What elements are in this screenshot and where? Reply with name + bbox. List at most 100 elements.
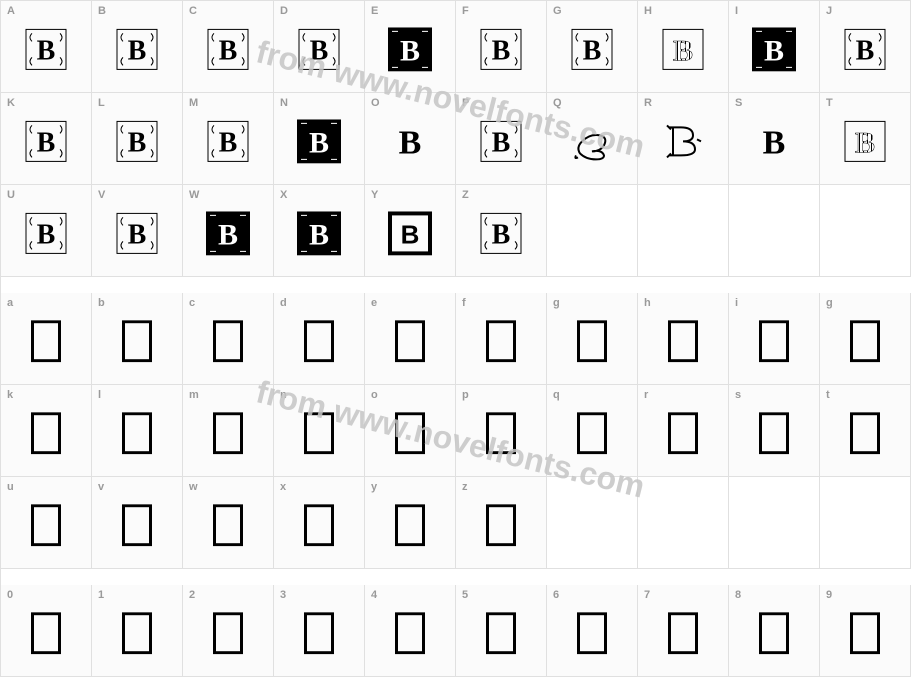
glyph-cell: 8	[729, 585, 820, 677]
glyph-cell: 3	[274, 585, 365, 677]
glyph-icon	[122, 504, 152, 551]
cell-label: g	[826, 297, 833, 309]
glyph-cell	[820, 477, 911, 569]
cell-label: f	[462, 297, 466, 309]
svg-text:B: B	[219, 35, 238, 66]
svg-text:B: B	[856, 35, 875, 66]
glyph-cell: BB	[92, 1, 183, 93]
glyph-cell: i	[729, 293, 820, 385]
glyph-cell: 4	[365, 585, 456, 677]
cell-label: 0	[7, 589, 13, 601]
cell-label: 1	[98, 589, 104, 601]
glyph-cell: XB	[274, 185, 365, 277]
cell-label: x	[280, 481, 286, 493]
svg-text:B: B	[583, 35, 602, 66]
glyph-cell: TB	[820, 93, 911, 185]
cell-label: y	[371, 481, 377, 493]
glyph-cell: n	[274, 385, 365, 477]
glyph-icon	[213, 504, 243, 551]
glyph-icon: B	[479, 27, 523, 76]
glyph-icon	[850, 612, 880, 659]
cell-label: B	[98, 5, 106, 17]
glyph-cell: HB	[638, 1, 729, 93]
glyph-cell: IB	[729, 1, 820, 93]
cell-label: t	[826, 389, 830, 401]
cell-label: o	[371, 389, 378, 401]
glyph-cell: k	[1, 385, 92, 477]
cell-label: S	[735, 97, 742, 109]
cell-label: 4	[371, 589, 377, 601]
svg-text:B: B	[399, 124, 422, 161]
cell-label: v	[98, 481, 104, 493]
glyph-cell: x	[274, 477, 365, 569]
glyph-icon	[759, 412, 789, 459]
glyph-cell: JB	[820, 1, 911, 93]
svg-text:B: B	[37, 219, 56, 250]
cell-label: p	[462, 389, 469, 401]
glyph-cell: AB	[1, 1, 92, 93]
svg-text:B: B	[310, 35, 329, 66]
glyph-icon	[759, 612, 789, 659]
cell-label: T	[826, 97, 833, 109]
svg-text:B: B	[309, 218, 329, 251]
glyph-icon	[486, 612, 516, 659]
svg-text:B: B	[128, 127, 147, 158]
glyph-cell: t	[820, 385, 911, 477]
svg-text:B: B	[400, 34, 420, 67]
svg-text:B: B	[37, 35, 56, 66]
cell-label: P	[462, 97, 469, 109]
glyph-cell: f	[456, 293, 547, 385]
glyph-cell: g	[547, 293, 638, 385]
glyph-cell: FB	[456, 1, 547, 93]
glyph-icon	[577, 412, 607, 459]
glyph-cell	[729, 477, 820, 569]
glyph-icon	[31, 612, 61, 659]
glyph-icon	[122, 412, 152, 459]
glyph-icon: B	[752, 119, 796, 168]
glyph-icon: B	[843, 119, 887, 168]
svg-text:B: B	[128, 219, 147, 250]
glyph-cell: YB	[365, 185, 456, 277]
row-gap	[1, 277, 911, 293]
glyph-cell	[729, 185, 820, 277]
cell-label: N	[280, 97, 288, 109]
cell-label: O	[371, 97, 380, 109]
glyph-icon: B	[206, 27, 250, 76]
glyph-cell: CB	[183, 1, 274, 93]
glyph-cell: 2	[183, 585, 274, 677]
cell-label: I	[735, 5, 738, 17]
glyph-cell: DB	[274, 1, 365, 93]
glyph-cell: a	[1, 293, 92, 385]
glyph-icon	[395, 504, 425, 551]
cell-label: d	[280, 297, 287, 309]
glyph-cell: MB	[183, 93, 274, 185]
glyph-cell: ZB	[456, 185, 547, 277]
cell-label: X	[280, 189, 287, 201]
glyph-cell: v	[92, 477, 183, 569]
glyph-cell: b	[92, 293, 183, 385]
svg-text:B: B	[492, 127, 511, 158]
glyph-cell: q	[547, 385, 638, 477]
cell-label: w	[189, 481, 198, 493]
glyph-cell: o	[365, 385, 456, 477]
cell-label: u	[7, 481, 14, 493]
glyph-icon	[304, 412, 334, 459]
glyph-cell: NB	[274, 93, 365, 185]
cell-label: m	[189, 389, 199, 401]
svg-text:B: B	[855, 126, 875, 159]
cell-label: Q	[553, 97, 562, 109]
glyph-icon: B	[297, 27, 341, 76]
glyph-icon	[668, 412, 698, 459]
glyph-icon	[661, 119, 705, 168]
glyph-icon	[486, 412, 516, 459]
glyph-cell: d	[274, 293, 365, 385]
cell-label: 8	[735, 589, 741, 601]
cell-label: g	[553, 297, 560, 309]
cell-label: 9	[826, 589, 832, 601]
glyph-cell: m	[183, 385, 274, 477]
cell-label: K	[7, 97, 15, 109]
svg-text:B: B	[219, 127, 238, 158]
glyph-icon: B	[479, 211, 523, 260]
glyph-cell: OB	[365, 93, 456, 185]
glyph-cell: WB	[183, 185, 274, 277]
